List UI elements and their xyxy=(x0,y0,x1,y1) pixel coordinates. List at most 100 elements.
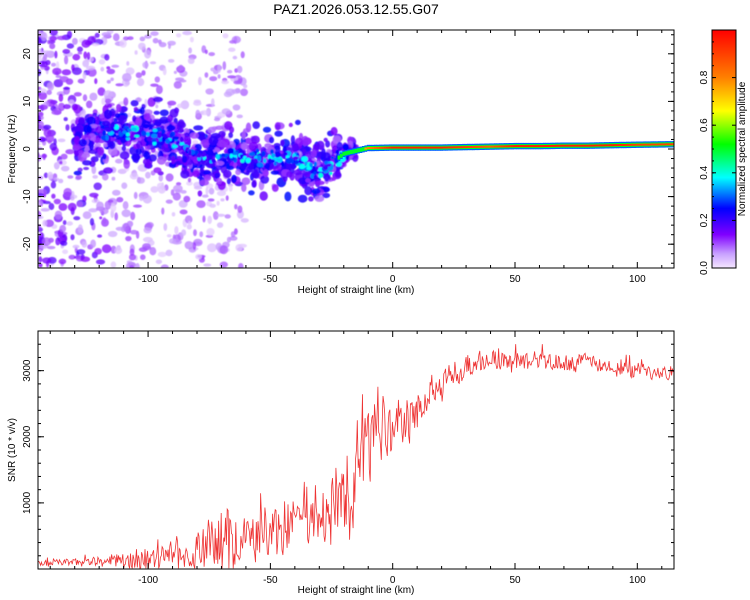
spectral-noise-blob xyxy=(152,37,159,44)
spectral-ridge-segment xyxy=(591,144,595,147)
spectral-noise-blob xyxy=(45,134,55,143)
spectral-noise-blob xyxy=(49,30,58,36)
spectral-noise-blob xyxy=(119,39,127,48)
spectral-noise-blob xyxy=(60,240,68,246)
spectral-cloud-blob xyxy=(226,165,235,171)
spectral-noise-blob xyxy=(42,153,46,161)
spectral-ridge-segment xyxy=(577,144,580,147)
spectral-noise-blob xyxy=(150,83,159,87)
spectral-cloud-blob xyxy=(189,132,199,139)
spectral-noise-blob xyxy=(155,259,163,265)
spectral-ridge-segment xyxy=(425,146,429,149)
spectral-noise-blob xyxy=(72,53,81,61)
spectral-cloud-blob xyxy=(290,163,297,169)
spectral-cloud-blob xyxy=(108,141,116,150)
spectral-ridge-segment xyxy=(540,145,544,148)
spectral-cloud-blob xyxy=(81,152,91,158)
spectral-ridge-segment xyxy=(388,146,392,149)
spectral-noise-blob xyxy=(112,189,121,196)
spectral-ridge-segment xyxy=(574,144,578,147)
figure-title: PAZ1.2026.053.12.55.G07 xyxy=(273,1,439,17)
spectral-noise-blob xyxy=(207,243,217,253)
spectral-core-blob xyxy=(294,160,299,165)
spectral-noise-blob xyxy=(94,32,100,38)
spectral-noise-blob xyxy=(49,43,56,50)
spectral-cloud-blob xyxy=(177,119,185,128)
spectral-core-blob xyxy=(285,155,290,159)
spectral-noise-blob xyxy=(154,76,160,83)
spectral-noise-blob xyxy=(149,61,157,65)
spectral-cloud-blob xyxy=(332,135,342,144)
spectral-ridge-segment xyxy=(662,143,666,146)
spectral-noise-blob xyxy=(201,194,209,198)
spectral-core-blob xyxy=(172,144,178,148)
spectral-cloud-blob xyxy=(330,127,338,136)
spectral-core-blob xyxy=(245,157,251,164)
spectral-core-blob xyxy=(227,147,234,155)
spectral-noise-blob xyxy=(82,59,90,68)
spectral-noise-blob xyxy=(80,256,91,263)
spectral-cloud-blob xyxy=(119,151,130,160)
spectral-noise-blob xyxy=(48,203,55,210)
x-tick-label: -50 xyxy=(263,575,278,586)
spectral-core-blob xyxy=(211,158,216,163)
colorbar-gradient xyxy=(711,29,737,269)
spectral-ridge-segment xyxy=(579,144,583,147)
spectral-noise-blob xyxy=(219,245,229,255)
spectral-noise-blob xyxy=(209,76,218,82)
spectral-ridge-segment xyxy=(484,145,487,148)
spectral-core-blob xyxy=(102,129,106,136)
spectral-core-blob xyxy=(123,126,130,129)
spectral-cloud-blob xyxy=(87,133,96,142)
spectral-ridge-segment xyxy=(511,145,514,148)
spectral-cloud-blob xyxy=(235,169,241,176)
x-tick-label: 0 xyxy=(390,575,396,586)
spectral-noise-blob xyxy=(100,66,105,72)
spectral-cloud-blob xyxy=(262,169,269,178)
spectral-noise-blob xyxy=(38,154,42,162)
spectral-cloud-blob xyxy=(268,136,275,144)
spectral-cloud-blob xyxy=(314,180,325,186)
spectral-core-blob xyxy=(207,154,214,160)
spectral-noise-blob xyxy=(227,75,237,79)
spectral-noise-blob xyxy=(168,59,175,63)
spectral-noise-blob xyxy=(134,50,138,55)
spectral-noise-blob xyxy=(225,195,229,201)
spectral-core-blob xyxy=(122,130,127,134)
spectral-noise-blob xyxy=(142,61,149,69)
spectral-noise-blob xyxy=(232,104,241,111)
spectral-noise-blob xyxy=(38,48,42,52)
spectral-noise-blob xyxy=(40,208,50,212)
spectral-noise-blob xyxy=(187,221,192,229)
spectral-cloud-blob xyxy=(179,128,184,133)
spectral-ridge-segment xyxy=(538,145,541,148)
spectral-noise-blob xyxy=(43,172,49,179)
spectral-noise-blob xyxy=(42,257,52,264)
colorbar-ticks: 0.0 0.2 0.4 0.6 0.8 xyxy=(699,41,736,275)
y-tick-label: 2000 xyxy=(22,425,33,448)
spectral-cloud-blob xyxy=(325,140,331,148)
spectral-cloud-blob xyxy=(152,96,163,103)
spectral-ridge-segment xyxy=(565,144,568,147)
spectral-core-blob xyxy=(206,149,214,156)
spectral-ridge-segment xyxy=(525,145,529,148)
spectral-noise-blob xyxy=(184,215,193,224)
spectral-ridge-segment xyxy=(628,143,632,146)
spectral-cloud-blob xyxy=(216,177,223,185)
spectral-noise-blob xyxy=(54,210,63,220)
spectral-ridge-segment xyxy=(337,155,341,160)
colorbar-tick-label: 0.4 xyxy=(699,165,710,179)
spectral-noise-blob xyxy=(64,55,69,65)
spectral-noise-blob xyxy=(49,35,57,42)
spectral-cloud-blob xyxy=(180,169,190,179)
spectral-ridge-segment xyxy=(520,145,524,148)
spectral-cloud-blob xyxy=(286,171,293,178)
spectral-noise-blob xyxy=(52,67,62,76)
spectral-cloud-blob xyxy=(323,137,328,142)
y-tick-label: 1000 xyxy=(22,491,33,514)
spectral-ridge-segment xyxy=(496,145,500,148)
spectral-ridge-segment xyxy=(442,146,446,149)
spectral-noise-blob xyxy=(38,256,43,263)
spectral-noise-blob xyxy=(150,31,159,36)
spectral-ridge-segment xyxy=(469,146,473,148)
